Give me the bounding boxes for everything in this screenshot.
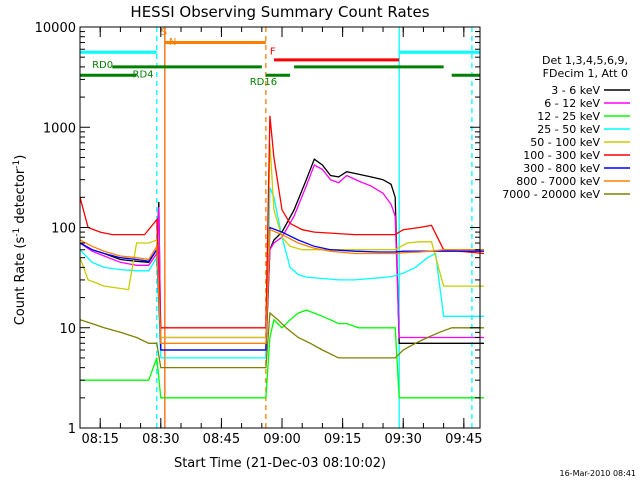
x-tick-label: 09:45 — [445, 432, 482, 447]
series-line-5 — [79, 115, 485, 329]
y-axis-label: Count Rate (s-1 detector-1) — [12, 155, 28, 326]
legend-label-4: 50 - 100 keV — [530, 136, 600, 149]
x-tick-label: 08:15 — [81, 432, 118, 447]
y-tick-label: 10 — [59, 322, 76, 337]
series-line-8 — [79, 311, 484, 369]
timestamp: 16-Mar-2010 08:41 — [560, 469, 637, 478]
series-line-2 — [80, 309, 484, 399]
y-axis-label-mid: detector — [13, 168, 28, 228]
x-axis-label: Start Time (21-Dec-03 08:10:02) — [174, 456, 386, 471]
legend-label-7: 800 - 7000 keV — [516, 175, 600, 188]
legend-label-3: 25 - 50 keV — [537, 123, 600, 136]
annotation-rd0: RD0 — [92, 60, 113, 71]
y-tick-label: 100 — [51, 222, 76, 237]
series-line-0 — [79, 158, 484, 351]
series-line-6 — [79, 226, 484, 351]
x-tick-label: 08:30 — [142, 432, 179, 447]
y-axis-label-sup1: -1 — [12, 228, 22, 237]
annotation-rd16: RD16 — [250, 77, 277, 88]
annotation-n: N — [169, 37, 176, 48]
legend-label-2: 12 - 25 keV — [537, 110, 600, 123]
legend-label-8: 7000 - 20000 keV — [502, 188, 600, 201]
y-tick-label: 10000 — [35, 21, 76, 36]
series-line-4 — [79, 142, 484, 339]
series-line-7 — [79, 228, 484, 344]
annotation-rd4: RD4 — [133, 69, 154, 80]
x-tick-label: 09:30 — [384, 432, 421, 447]
plot-area: SN F RD0 RD4 RD16 — [79, 27, 485, 428]
x-tick-label: 08:45 — [203, 432, 240, 447]
legend-label-0: 3 - 6 keV — [551, 84, 600, 97]
x-tick-label: 09:15 — [324, 432, 361, 447]
axes: 1 10 100 1000 10000 08:15 08:30 08:45 09:00 09:15… — [35, 21, 483, 447]
y-axis-label-sup2: -1 — [12, 160, 22, 169]
legend-label-5: 100 - 300 keV — [523, 149, 600, 162]
chart-title: HESSI Observing Summary Count Rates — [130, 3, 429, 21]
legend-label-1: 6 - 12 keV — [544, 97, 600, 110]
y-axis-label-end: ) — [13, 155, 28, 160]
series-line-3 — [79, 187, 484, 359]
x-tick-label: 09:00 — [263, 432, 300, 447]
annotation-s: S — [161, 27, 167, 38]
legend: Det 1,3,4,5,6,9,FDecim 1, Att 0 3 - 6 keV… — [502, 54, 630, 201]
y-tick-label: 1 — [68, 422, 76, 437]
y-tick-label: 1000 — [43, 121, 76, 136]
annotation-f: F — [270, 47, 276, 58]
legend-header-line: FDecim 1, Att 0 — [543, 67, 628, 80]
y-axis-label-start: Count Rate (s — [13, 237, 28, 326]
series-line-1 — [79, 164, 484, 339]
legend-header-line: Det 1,3,4,5,6,9, — [542, 54, 628, 67]
legend-label-6: 300 - 800 keV — [523, 162, 600, 175]
